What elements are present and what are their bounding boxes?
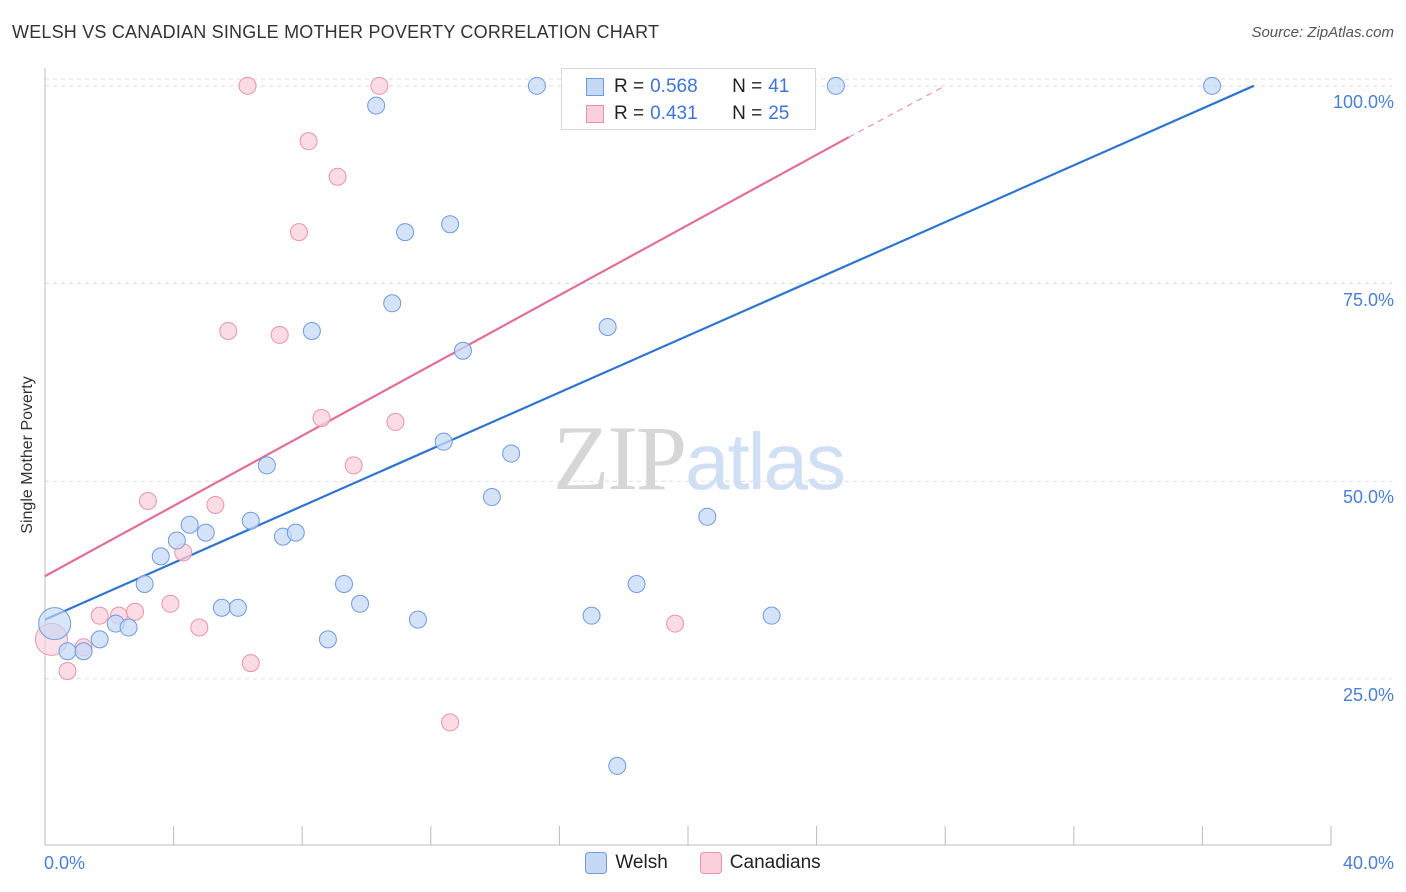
welsh-point-3	[90, 630, 109, 649]
series-legend: Welsh Canadians	[0, 852, 1406, 874]
canadians-point-16	[299, 132, 318, 151]
canadians-trend-extension	[848, 85, 946, 138]
welsh-point-39	[826, 76, 845, 95]
welsh-point-8	[167, 531, 186, 550]
welsh-point-30	[527, 76, 546, 95]
canadians-swatch	[586, 105, 604, 123]
welsh-legend-label: Welsh	[615, 852, 668, 873]
canadians-point-7	[161, 594, 180, 613]
canadians-trend-line	[44, 136, 850, 578]
trend-lines	[44, 84, 1255, 621]
canadians-point-19	[344, 456, 363, 475]
welsh-point-22	[383, 294, 402, 313]
y-tick-label-100: 100.0%	[1332, 91, 1394, 112]
x-tick-label-max: 40.0%	[1342, 853, 1394, 873]
canadians-r-label: R =	[614, 103, 645, 124]
canadians-point-23	[666, 614, 685, 633]
canadians-point-5	[126, 602, 145, 621]
welsh-point-9	[180, 515, 199, 534]
welsh-point-13	[241, 511, 260, 530]
welsh-point-26	[441, 215, 460, 234]
welsh-point-5	[119, 618, 138, 637]
welsh-point-12	[228, 598, 247, 617]
welsh-point-11	[212, 598, 231, 617]
welsh-n-label: N =	[732, 76, 763, 97]
welsh-r-value: 0.568	[650, 76, 698, 97]
canadians-point-18	[328, 167, 347, 186]
welsh-point-2	[74, 642, 93, 661]
legend-item-welsh[interactable]: Welsh	[585, 852, 668, 874]
welsh-point-7	[151, 547, 170, 566]
gridlines	[45, 78, 1392, 680]
watermark-atlas: atlas	[685, 417, 846, 506]
canadians-n-label: N =	[732, 103, 763, 124]
welsh-point-17	[302, 321, 321, 340]
welsh-trend-line	[44, 84, 1255, 621]
canadians-point-10	[206, 495, 225, 514]
welsh-point-25	[434, 432, 453, 451]
welsh-point-38	[762, 606, 781, 625]
canadians-point-15	[289, 223, 308, 242]
canadians-point-1	[58, 662, 77, 681]
canadians-r-value: 0.431	[650, 103, 698, 124]
welsh-point-31	[582, 606, 601, 625]
legend-row-canadians: R = 0.431 N = 25	[586, 101, 789, 127]
welsh-point-21	[367, 96, 386, 115]
welsh-point-36	[698, 507, 717, 526]
canadians-point-6	[138, 491, 157, 510]
legend-item-canadians[interactable]: Canadians	[699, 852, 821, 874]
canadians-point-21	[386, 412, 405, 431]
welsh-point-34	[627, 575, 646, 594]
welsh-point-16	[286, 523, 305, 542]
canadians-point-12	[238, 76, 257, 95]
canadians-point-11	[219, 321, 238, 340]
welsh-point-33	[598, 318, 617, 337]
welsh-n-value: 41	[768, 76, 790, 97]
welsh-point-32	[608, 756, 627, 775]
welsh-point-40	[1203, 76, 1222, 95]
welsh-point-28	[482, 488, 501, 507]
welsh-points	[38, 76, 1222, 775]
welsh-point-10	[196, 523, 215, 542]
watermark: ZIPatlas	[553, 405, 846, 511]
canadians-point-14	[270, 325, 289, 344]
x-tick-label-min: 0.0%	[44, 853, 86, 873]
welsh-point-0	[38, 607, 72, 641]
canadians-n-value: 25	[768, 103, 790, 124]
canadians-point-17	[312, 408, 331, 427]
canadians-point-3	[90, 606, 109, 625]
stats-legend: R = 0.568 N = 41 R = 0.431 N = 25	[561, 68, 816, 130]
watermark-zip: ZIP	[553, 407, 687, 509]
axes	[44, 68, 1332, 846]
welsh-point-1	[58, 642, 77, 661]
y-axis-label: Single Mother Poverty	[19, 376, 36, 534]
welsh-swatch	[586, 78, 604, 96]
welsh-point-20	[351, 594, 370, 613]
welsh-point-19	[334, 575, 353, 594]
canadians-point-9	[190, 618, 209, 637]
y-tick-label-25: 25.0%	[1342, 684, 1394, 705]
welsh-point-23	[396, 223, 415, 242]
welsh-point-18	[318, 630, 337, 649]
welsh-point-29	[502, 444, 521, 463]
welsh-point-27	[453, 341, 472, 360]
welsh-point-6	[135, 575, 154, 594]
welsh-point-14	[257, 456, 276, 475]
chart-title: WELSH VS CANADIAN SINGLE MOTHER POVERTY …	[12, 22, 660, 42]
canadians-legend-label: Canadians	[729, 852, 821, 873]
y-tick-label-75: 75.0%	[1342, 289, 1394, 310]
source-label: Source: ZipAtlas.com	[1251, 24, 1394, 41]
welsh-r-label: R =	[614, 76, 645, 97]
canadians-point-22	[441, 713, 460, 732]
canadians-point-20	[370, 76, 389, 95]
canadians-legend-swatch	[699, 852, 722, 874]
welsh-point-24	[408, 610, 427, 629]
welsh-legend-swatch	[585, 852, 608, 874]
canadians-point-13	[241, 654, 260, 673]
y-tick-label-50: 50.0%	[1342, 487, 1394, 508]
canadians-points	[34, 76, 723, 732]
legend-row-welsh: R = 0.568 N = 41	[586, 74, 789, 100]
